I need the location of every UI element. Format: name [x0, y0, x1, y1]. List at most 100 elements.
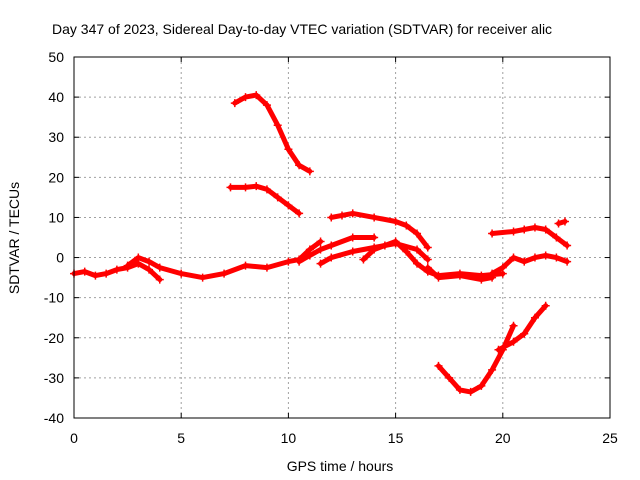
data-point	[423, 243, 432, 252]
data-point	[494, 345, 503, 354]
grid-lines	[74, 57, 610, 418]
plot-frame	[73, 56, 611, 419]
data-point	[498, 263, 507, 272]
data-point	[530, 313, 539, 322]
series-arc-3	[232, 92, 313, 174]
data-point	[380, 241, 389, 250]
data-point	[348, 209, 357, 218]
data-point	[509, 337, 518, 346]
data-point	[477, 381, 486, 390]
data-point	[488, 365, 497, 374]
data-point	[241, 93, 250, 102]
data-point	[134, 253, 143, 262]
x-axis-label: GPS time / hours	[287, 458, 394, 474]
series-arc-10	[436, 323, 516, 395]
data-point	[370, 245, 379, 254]
chart-title: Day 347 of 2023, Sidereal Day-to-day VTE…	[52, 21, 552, 37]
data-point	[434, 273, 443, 282]
y-axis-label: SDTVAR / TECUs	[6, 182, 22, 294]
data-point	[295, 161, 304, 170]
data-point	[391, 237, 400, 246]
data-point	[102, 269, 111, 278]
data-point	[112, 265, 121, 274]
data-point	[391, 217, 400, 226]
data-point	[155, 275, 164, 284]
data-point	[316, 259, 325, 268]
data-point	[327, 241, 336, 250]
data-point	[230, 99, 239, 108]
data-point	[541, 225, 550, 234]
y-tick-label: 50	[48, 49, 64, 65]
y-tick-label: -30	[44, 370, 64, 386]
data-point	[370, 213, 379, 222]
data-point	[305, 167, 314, 176]
axis-ticks: 0 5 10 15 20 25 -40 -30 -20 -10 0 10 20 30 40 50	[44, 49, 618, 446]
data-point	[252, 182, 261, 191]
data-point	[413, 229, 422, 238]
data-point	[466, 387, 475, 396]
y-tick-label: 20	[48, 169, 64, 185]
data-point	[434, 361, 443, 370]
data-point	[80, 267, 89, 276]
data-point	[198, 273, 207, 282]
x-tick-label: 5	[177, 430, 185, 446]
data-point	[563, 257, 572, 266]
data-point	[423, 263, 432, 272]
data-point	[348, 247, 357, 256]
data-point	[541, 251, 550, 260]
y-tick-label: 30	[48, 129, 64, 145]
data-point	[284, 201, 293, 210]
data-point	[520, 257, 529, 266]
y-tick-label: 0	[56, 250, 64, 266]
data-point	[509, 253, 518, 262]
data-point	[413, 259, 422, 268]
data-point	[284, 145, 293, 154]
x-tick-label: 0	[70, 430, 78, 446]
data-point	[520, 225, 529, 234]
data-point	[445, 373, 454, 382]
x-tick-label: 15	[388, 430, 404, 446]
data-point	[488, 269, 497, 278]
data-point	[541, 301, 550, 310]
data-point	[316, 245, 325, 254]
data-point	[273, 121, 282, 130]
data-point	[348, 233, 357, 242]
data-point	[295, 257, 304, 266]
data-point	[477, 275, 486, 284]
data-point	[509, 321, 518, 330]
y-tick-label: -20	[44, 330, 64, 346]
data-point	[455, 271, 464, 280]
data-point	[295, 209, 304, 218]
data-point	[305, 251, 314, 260]
data-point	[273, 193, 282, 202]
data-point	[509, 227, 518, 236]
data-point	[338, 211, 346, 220]
data-point	[402, 247, 411, 256]
data-point	[530, 253, 539, 262]
data-point	[359, 255, 368, 264]
data-point	[554, 219, 563, 228]
data-point	[262, 101, 271, 110]
data-point	[413, 245, 422, 254]
data-point	[327, 213, 336, 222]
data-point	[226, 183, 235, 192]
plot-series	[70, 91, 572, 396]
x-tick-label: 20	[495, 430, 511, 446]
data-point	[241, 183, 250, 192]
data-point	[552, 233, 561, 242]
data-point	[560, 217, 569, 226]
data-point	[316, 237, 325, 246]
data-point	[563, 241, 572, 250]
data-point	[530, 223, 539, 232]
y-tick-label: -10	[44, 290, 64, 306]
data-point	[423, 255, 432, 264]
x-tick-label: 25	[602, 430, 618, 446]
data-point	[488, 229, 497, 238]
y-tick-label: 40	[48, 89, 64, 105]
data-point	[262, 263, 271, 272]
x-tick-label: 10	[281, 430, 297, 446]
data-point	[91, 271, 100, 280]
data-point	[177, 269, 186, 278]
data-point	[145, 265, 154, 274]
